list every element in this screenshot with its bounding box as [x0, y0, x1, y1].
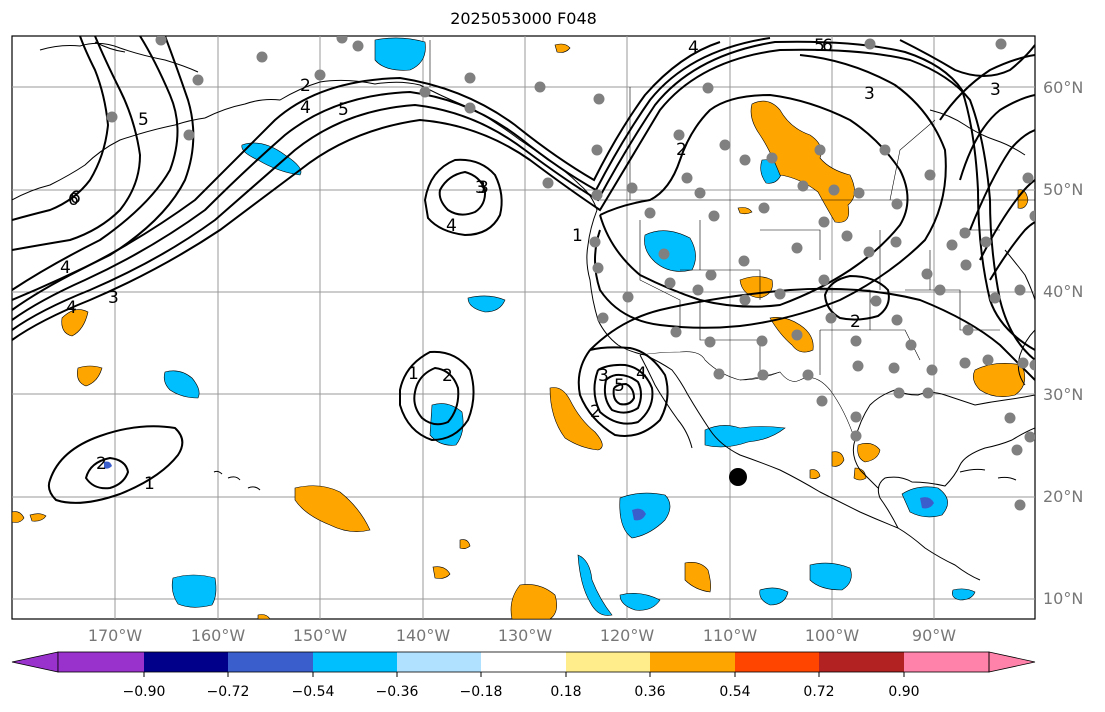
colorbar-tick-label: 0.54	[719, 684, 751, 700]
lat-label-50N: 50°N	[1043, 180, 1084, 199]
colorbar-bin	[313, 652, 397, 672]
colorbar-bin	[819, 652, 904, 672]
lat-label-10N: 10°N	[1043, 589, 1084, 608]
lon-label-150W: 150°W	[292, 626, 348, 645]
colorbar-bin	[481, 652, 566, 672]
colorbar-bin	[904, 652, 989, 672]
lon-label-140W: 140°W	[395, 626, 451, 645]
colorbar-tick-label: −0.54	[291, 684, 335, 700]
colorbar-tick-label: −0.90	[122, 684, 166, 700]
lat-label-60N: 60°N	[1043, 78, 1084, 97]
lon-label-110W: 110°W	[702, 626, 758, 645]
colorbar-extend-low	[11, 651, 59, 673]
lat-label-30N: 30°N	[1043, 385, 1084, 404]
colorbar-bin	[144, 652, 228, 672]
colorbar-tick-label: 0.18	[550, 684, 582, 700]
lon-label-170W: 170°W	[87, 626, 143, 645]
colorbar	[11, 651, 1036, 677]
lat-label-40N: 40°N	[1043, 282, 1084, 301]
shaded-field-positive	[12, 43, 1029, 619]
lon-label-90W: 90°W	[911, 626, 957, 645]
shaded-field-strong-negative	[104, 461, 934, 521]
colorbar-tick-label: −0.72	[206, 684, 250, 700]
colorbar-tick-label: 0.36	[634, 684, 666, 700]
colorbar-bin	[735, 652, 819, 672]
contour-lines	[12, 36, 1035, 504]
lon-label-130W: 130°W	[497, 626, 553, 645]
colorbar-bin	[228, 652, 313, 672]
colorbar-tick-label: −0.36	[375, 684, 419, 700]
colorbar-outline	[57, 651, 990, 673]
colorbar-bin	[397, 652, 481, 672]
colorbar-tick-label: 0.90	[888, 684, 920, 700]
lon-label-100W: 100°W	[804, 626, 860, 645]
colorbar-extend-high	[988, 651, 1036, 673]
map-title: 2025053000 F048	[450, 9, 597, 28]
colorbar-tick-label: 0.72	[803, 684, 835, 700]
colorbar-tick-label: −0.18	[459, 684, 503, 700]
lon-label-120W: 120°W	[599, 626, 655, 645]
storm-center-marker	[729, 468, 747, 486]
map-frame	[11, 35, 1036, 620]
shaded-field-negative	[163, 37, 976, 616]
station-markers	[106, 36, 1035, 511]
lat-label-20N: 20°N	[1043, 487, 1084, 506]
colorbar-bin	[566, 652, 650, 672]
lon-label-160W: 160°W	[190, 626, 246, 645]
colorbar-bin	[650, 652, 735, 672]
colorbar-bin	[58, 652, 144, 672]
